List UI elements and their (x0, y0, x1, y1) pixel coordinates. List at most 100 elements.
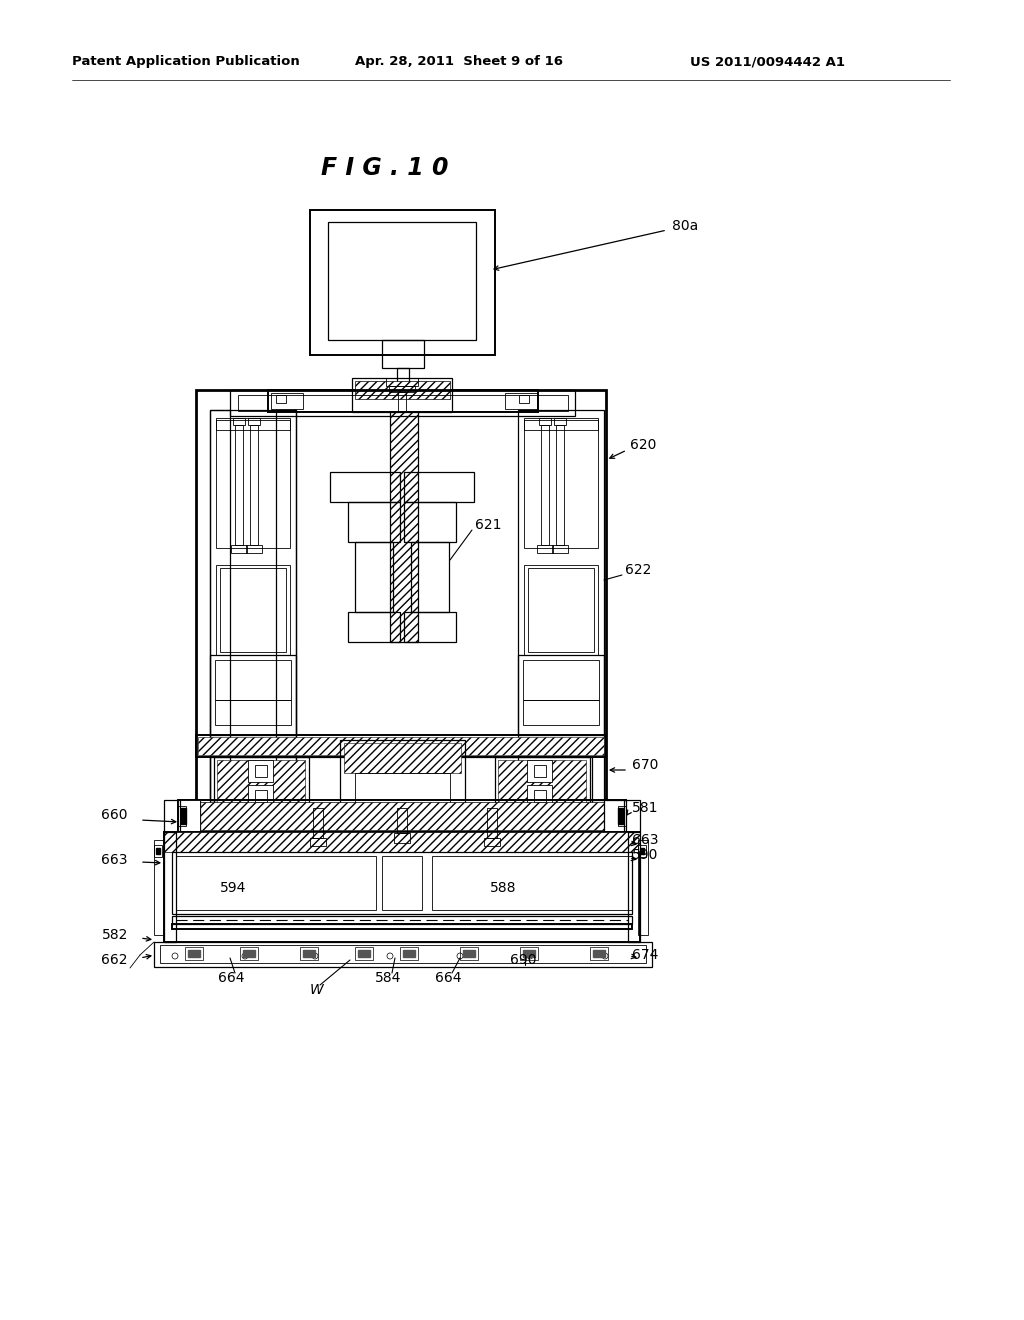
Bar (196, 735, 606, 756)
Text: Patent Application Publication: Patent Application Publication (72, 55, 300, 69)
Bar (185, 946, 203, 960)
Bar (215, 660, 291, 700)
Bar (484, 838, 500, 846)
Bar (382, 855, 422, 909)
Bar (358, 950, 370, 957)
Bar (355, 543, 393, 612)
Bar (520, 946, 538, 960)
Bar (172, 916, 632, 924)
Bar (556, 425, 564, 545)
Text: 664: 664 (218, 972, 245, 985)
Bar (460, 946, 478, 960)
Bar (524, 420, 598, 430)
Bar (618, 808, 623, 824)
Bar (217, 760, 305, 808)
Bar (181, 808, 186, 824)
Bar (233, 418, 245, 425)
Bar (524, 565, 598, 655)
Bar (618, 807, 626, 826)
Bar (156, 847, 160, 854)
Text: 663: 663 (101, 853, 128, 867)
Bar (246, 545, 262, 553)
Bar (355, 381, 450, 399)
Bar (330, 473, 400, 502)
Bar (552, 545, 568, 553)
Bar (178, 807, 186, 826)
Bar (593, 950, 605, 957)
Bar (178, 800, 626, 832)
Bar (188, 950, 200, 957)
Bar (216, 565, 290, 655)
Bar (397, 368, 409, 389)
Text: 594: 594 (220, 880, 247, 895)
Bar (355, 946, 373, 960)
Bar (276, 395, 286, 403)
Text: 663: 663 (632, 833, 658, 847)
Bar (178, 800, 200, 832)
Text: 620: 620 (630, 438, 656, 451)
Text: 582: 582 (101, 928, 128, 942)
Bar (348, 502, 400, 543)
Text: 660: 660 (101, 808, 128, 822)
Bar (640, 847, 644, 854)
Text: 674: 674 (632, 948, 658, 962)
Bar (176, 855, 376, 909)
Bar (518, 411, 604, 800)
Bar (411, 543, 449, 612)
Bar (394, 833, 410, 843)
Bar (220, 568, 286, 652)
Bar (487, 808, 497, 838)
Bar (404, 502, 456, 543)
Bar (404, 473, 474, 502)
Bar (198, 737, 604, 755)
Bar (238, 395, 568, 411)
Bar (313, 808, 323, 838)
Text: W: W (310, 983, 324, 997)
Bar (196, 389, 606, 814)
Bar (210, 411, 230, 800)
Bar (403, 950, 415, 957)
Bar (628, 832, 640, 942)
Text: 664: 664 (435, 972, 462, 985)
Bar (300, 946, 318, 960)
Bar (214, 756, 309, 812)
Bar (400, 946, 418, 960)
Bar (268, 389, 538, 412)
Bar (527, 785, 552, 807)
Bar (210, 756, 592, 812)
Bar (397, 808, 407, 833)
Bar (216, 420, 290, 430)
Bar (638, 840, 648, 935)
Bar (255, 766, 267, 777)
Bar (604, 800, 626, 832)
Text: 662: 662 (101, 953, 128, 968)
Text: 581: 581 (632, 801, 658, 814)
Bar (554, 418, 566, 425)
Text: 588: 588 (490, 880, 516, 895)
Bar (164, 832, 176, 942)
Bar (505, 393, 537, 409)
Bar (348, 612, 400, 642)
Bar (534, 766, 546, 777)
Bar (172, 851, 632, 913)
Bar (386, 378, 418, 385)
Bar (271, 393, 303, 409)
Bar (231, 545, 247, 553)
Bar (210, 411, 296, 800)
Bar (160, 945, 646, 964)
Bar (528, 568, 594, 652)
Text: 670: 670 (632, 758, 658, 772)
Bar (180, 803, 624, 830)
Bar (382, 341, 424, 368)
Bar (178, 800, 200, 832)
Bar (255, 789, 267, 803)
Bar (340, 741, 465, 810)
Bar (215, 700, 291, 725)
Bar (523, 700, 599, 725)
Bar (355, 774, 450, 808)
Bar (537, 545, 553, 553)
Bar (310, 838, 326, 846)
Bar (541, 425, 549, 545)
Text: Apr. 28, 2011  Sheet 9 of 16: Apr. 28, 2011 Sheet 9 of 16 (355, 55, 563, 69)
Bar (498, 760, 586, 808)
